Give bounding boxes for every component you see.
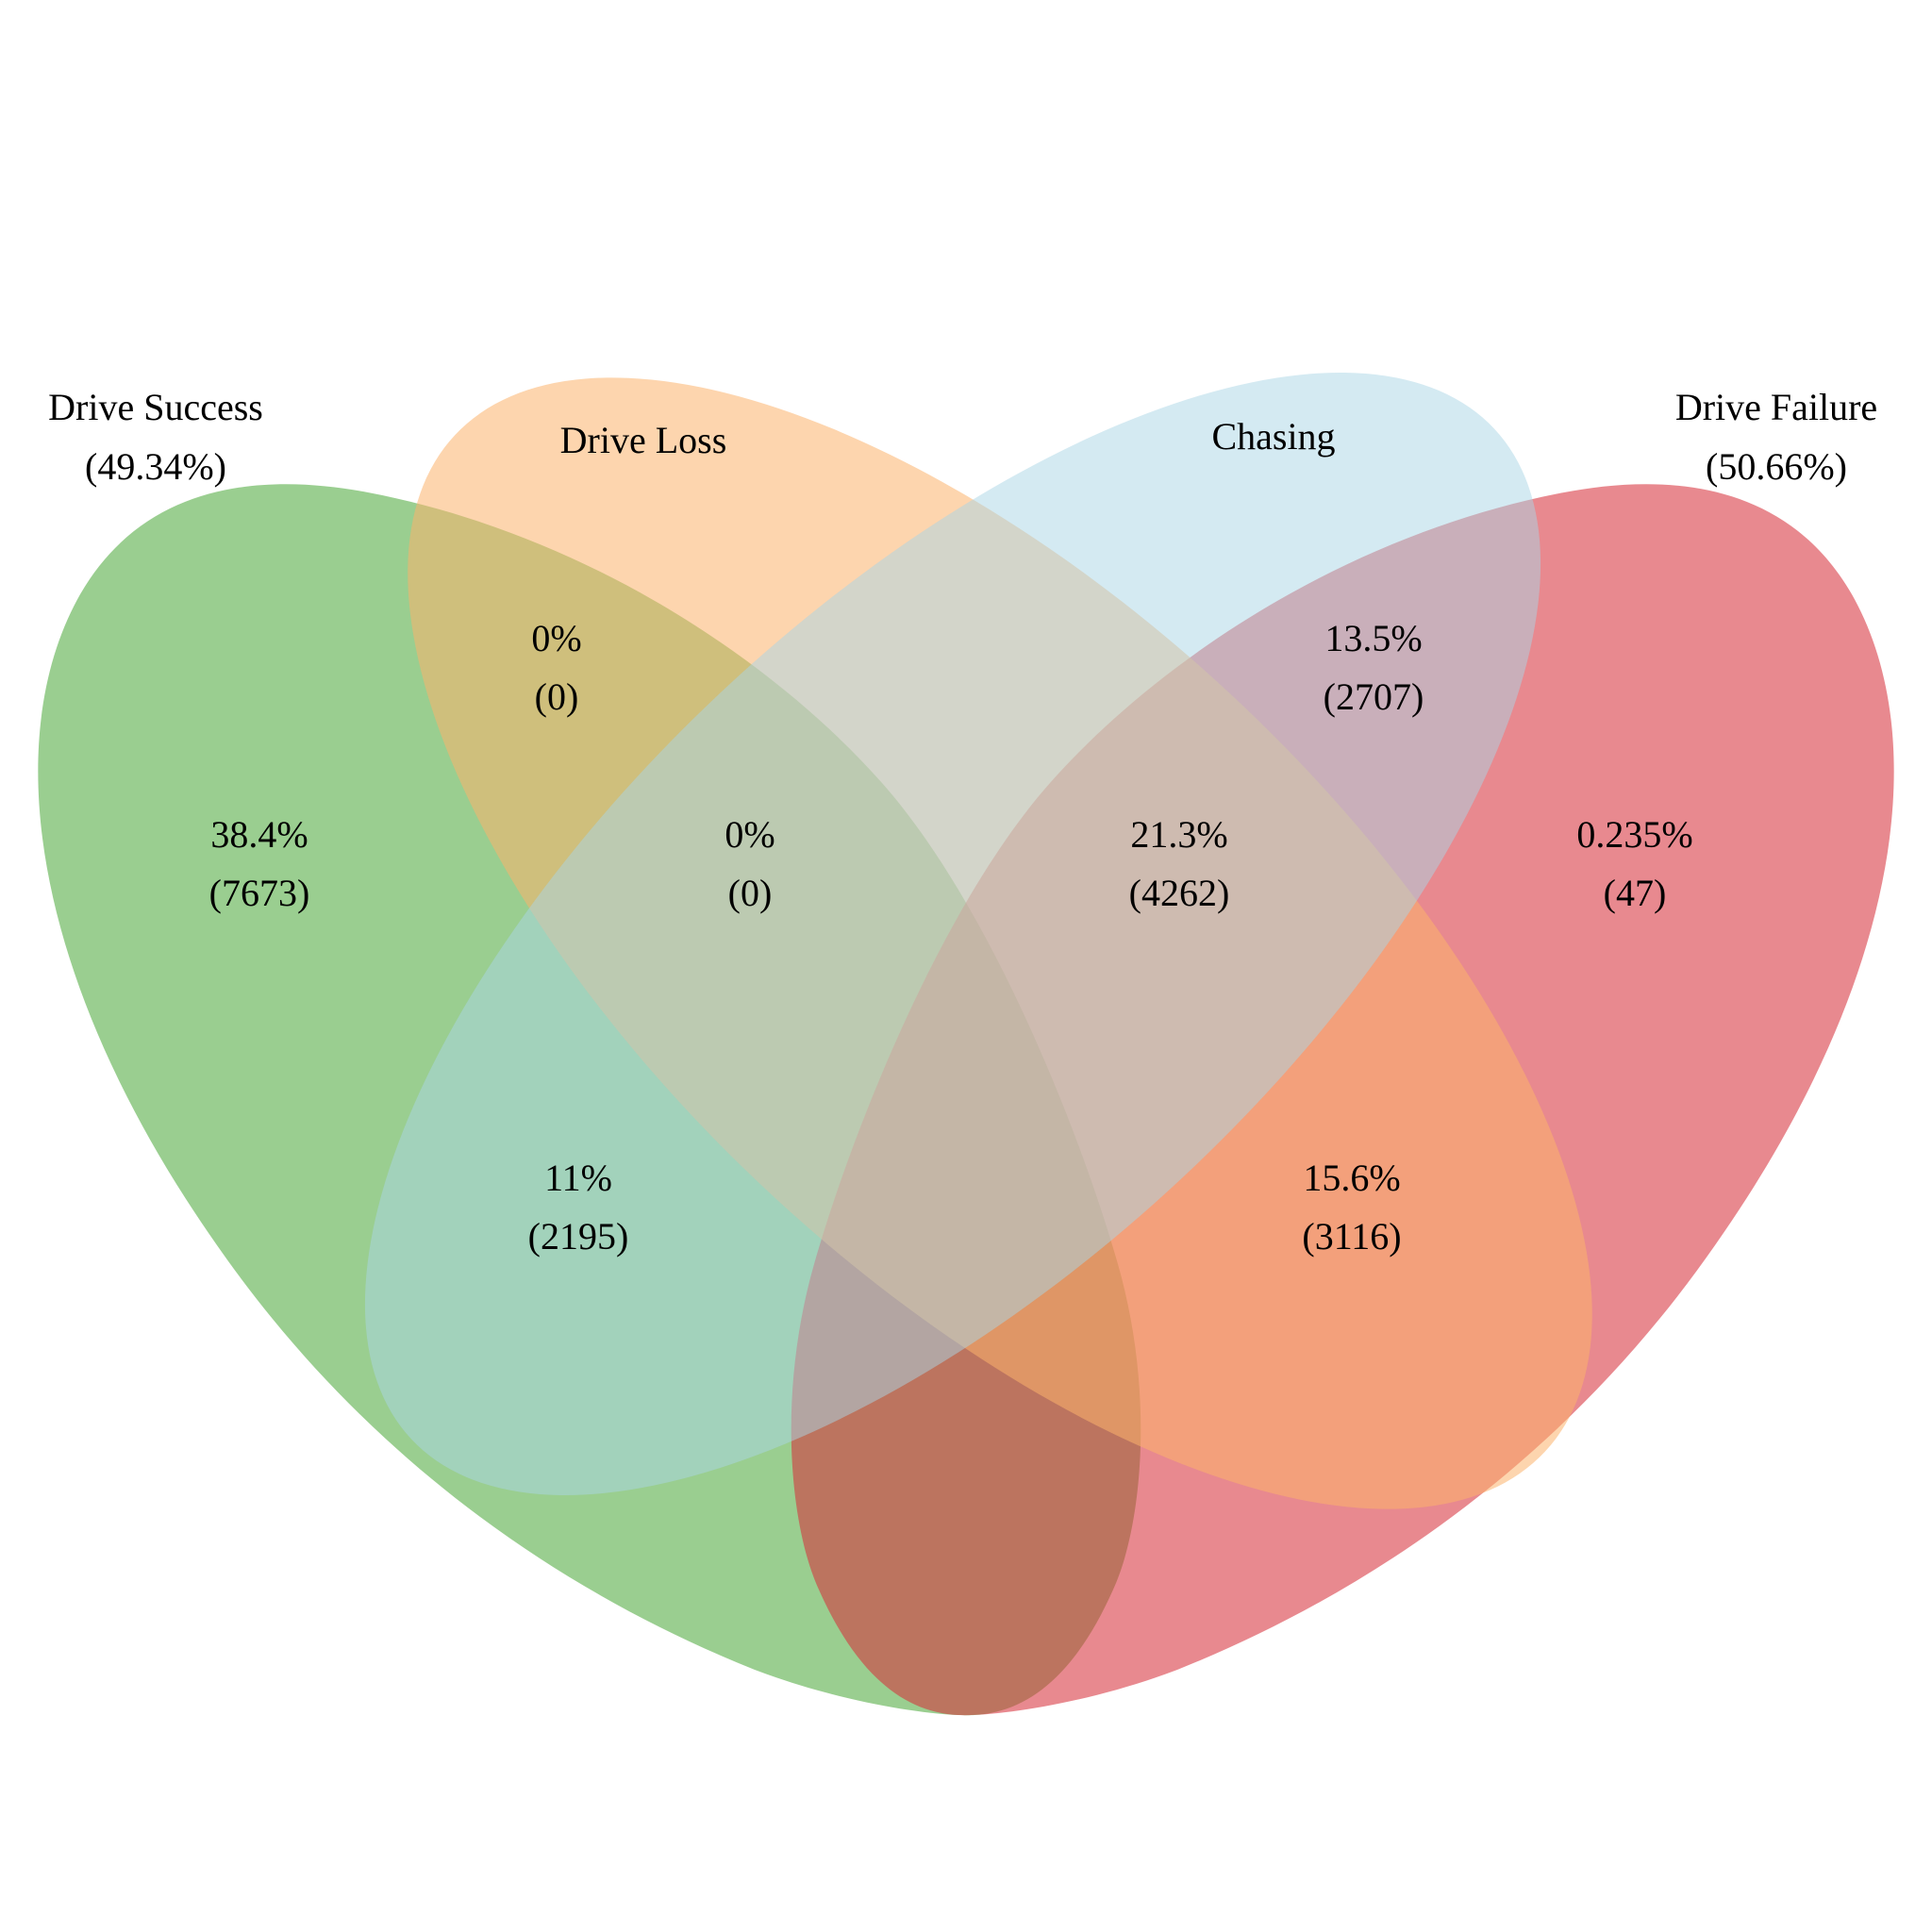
region-percent-failure-loss: 15.6% [1303,1157,1400,1199]
set-share-drive-success: (49.34%) [85,445,226,488]
region-count-success-only: (7673) [209,872,310,914]
set-shape-chasing [364,372,1541,1496]
region-percent-failure-chasing: 13.5% [1324,617,1422,659]
set-share-drive-failure: (50.66%) [1706,445,1847,488]
set-label-drive-failure: Drive Failure [1675,386,1877,428]
region-count-failure-chasing: (2707) [1324,675,1424,718]
region-count-success-chasing: (2195) [528,1215,629,1257]
region-percent-failure-only: 0.235% [1576,813,1692,856]
region-percent-success-chasing: 11% [544,1157,612,1199]
region-percent-success-loss: 0% [531,617,581,659]
set-label-drive-loss: Drive Loss [560,419,727,461]
region-count-failure-loss-chasing: (4262) [1129,872,1230,914]
region-count-success-loss-chasing: (0) [728,872,773,914]
region-percent-failure-loss-chasing: 21.3% [1130,813,1227,856]
region-percent-success-loss-chasing: 0% [724,813,774,856]
set-label-drive-success: Drive Success [48,386,263,428]
region-count-failure-only: (47) [1604,872,1667,914]
region-percent-success-only: 38.4% [210,813,308,856]
region-count-failure-loss: (3116) [1302,1215,1401,1257]
region-count-success-loss: (0) [535,675,579,718]
set-label-chasing: Chasing [1211,415,1335,458]
